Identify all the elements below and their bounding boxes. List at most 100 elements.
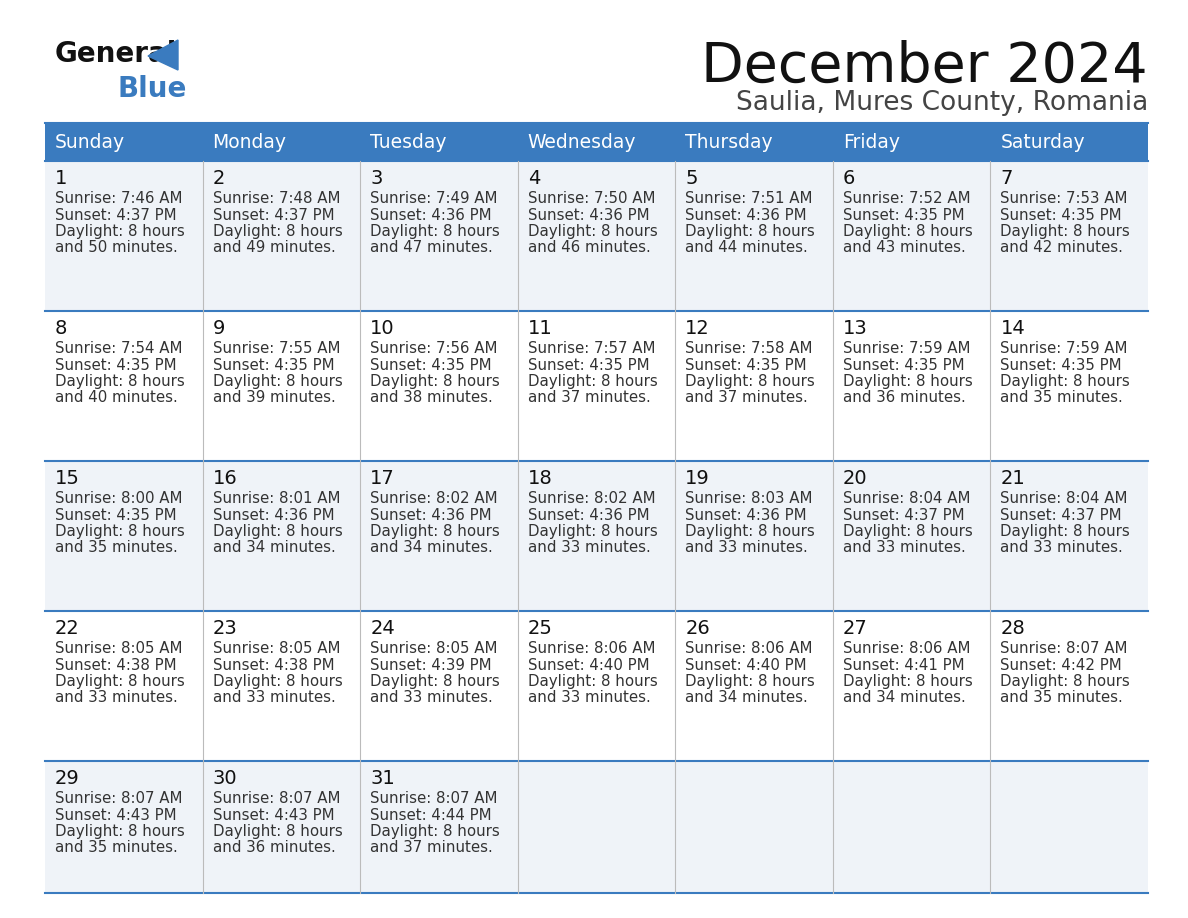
- Text: Sunrise: 8:02 AM: Sunrise: 8:02 AM: [527, 491, 656, 506]
- Text: Tuesday: Tuesday: [371, 132, 447, 151]
- Text: and 35 minutes.: and 35 minutes.: [55, 841, 178, 856]
- Text: Sunrise: 8:07 AM: Sunrise: 8:07 AM: [213, 791, 340, 806]
- Text: Sunrise: 8:05 AM: Sunrise: 8:05 AM: [55, 641, 183, 656]
- Text: Daylight: 8 hours: Daylight: 8 hours: [55, 224, 185, 239]
- Bar: [518, 311, 675, 461]
- Text: Daylight: 8 hours: Daylight: 8 hours: [527, 374, 657, 389]
- Bar: [45, 611, 203, 761]
- Bar: [360, 311, 518, 461]
- Bar: [518, 123, 675, 161]
- Text: Sunrise: 7:54 AM: Sunrise: 7:54 AM: [55, 341, 183, 356]
- Text: Saulia, Mures County, Romania: Saulia, Mures County, Romania: [735, 90, 1148, 116]
- Text: Sunset: 4:35 PM: Sunset: 4:35 PM: [1000, 207, 1121, 222]
- Polygon shape: [148, 40, 178, 70]
- Text: 20: 20: [842, 469, 867, 488]
- Text: 5: 5: [685, 169, 697, 188]
- Text: and 37 minutes.: and 37 minutes.: [371, 841, 493, 856]
- Text: and 34 minutes.: and 34 minutes.: [213, 541, 335, 555]
- Text: Sunrise: 8:06 AM: Sunrise: 8:06 AM: [685, 641, 813, 656]
- Text: 3: 3: [371, 169, 383, 188]
- Text: Sunset: 4:35 PM: Sunset: 4:35 PM: [685, 357, 807, 373]
- Bar: [833, 461, 991, 611]
- Bar: [991, 461, 1148, 611]
- Text: Saturday: Saturday: [1000, 132, 1085, 151]
- Text: Sunrise: 7:51 AM: Sunrise: 7:51 AM: [685, 191, 813, 206]
- Bar: [833, 761, 991, 893]
- Bar: [991, 761, 1148, 893]
- Text: 1: 1: [55, 169, 68, 188]
- Text: Sunset: 4:39 PM: Sunset: 4:39 PM: [371, 657, 492, 673]
- Text: 31: 31: [371, 769, 394, 788]
- Text: 25: 25: [527, 619, 552, 638]
- Bar: [991, 161, 1148, 311]
- Text: and 33 minutes.: and 33 minutes.: [527, 541, 651, 555]
- Text: Daylight: 8 hours: Daylight: 8 hours: [842, 374, 973, 389]
- Bar: [675, 161, 833, 311]
- Text: Wednesday: Wednesday: [527, 132, 637, 151]
- Text: and 35 minutes.: and 35 minutes.: [1000, 690, 1123, 706]
- Text: Sunset: 4:35 PM: Sunset: 4:35 PM: [842, 357, 965, 373]
- Text: Sunset: 4:35 PM: Sunset: 4:35 PM: [371, 357, 492, 373]
- Bar: [203, 761, 360, 893]
- Text: and 36 minutes.: and 36 minutes.: [842, 390, 966, 406]
- Text: Daylight: 8 hours: Daylight: 8 hours: [842, 674, 973, 689]
- Text: Sunset: 4:38 PM: Sunset: 4:38 PM: [55, 657, 177, 673]
- Text: Daylight: 8 hours: Daylight: 8 hours: [685, 524, 815, 539]
- Text: 6: 6: [842, 169, 855, 188]
- Text: Daylight: 8 hours: Daylight: 8 hours: [371, 674, 500, 689]
- Text: Daylight: 8 hours: Daylight: 8 hours: [371, 524, 500, 539]
- Text: General: General: [55, 40, 177, 68]
- Text: Sunset: 4:36 PM: Sunset: 4:36 PM: [527, 508, 650, 522]
- Bar: [675, 761, 833, 893]
- Text: and 33 minutes.: and 33 minutes.: [842, 541, 966, 555]
- Text: 8: 8: [55, 319, 68, 338]
- Text: Sunset: 4:41 PM: Sunset: 4:41 PM: [842, 657, 965, 673]
- Bar: [991, 311, 1148, 461]
- Text: Daylight: 8 hours: Daylight: 8 hours: [55, 824, 185, 839]
- Text: Daylight: 8 hours: Daylight: 8 hours: [1000, 524, 1130, 539]
- Text: Daylight: 8 hours: Daylight: 8 hours: [527, 224, 657, 239]
- Text: Sunset: 4:35 PM: Sunset: 4:35 PM: [213, 357, 334, 373]
- Text: and 34 minutes.: and 34 minutes.: [685, 690, 808, 706]
- Bar: [45, 761, 203, 893]
- Text: and 35 minutes.: and 35 minutes.: [55, 541, 178, 555]
- Text: 22: 22: [55, 619, 80, 638]
- Text: Sunset: 4:43 PM: Sunset: 4:43 PM: [213, 808, 334, 823]
- Bar: [203, 123, 360, 161]
- Text: and 39 minutes.: and 39 minutes.: [213, 390, 335, 406]
- Text: 7: 7: [1000, 169, 1013, 188]
- Text: Sunset: 4:37 PM: Sunset: 4:37 PM: [55, 207, 177, 222]
- Text: Sunset: 4:35 PM: Sunset: 4:35 PM: [527, 357, 650, 373]
- Text: Sunrise: 8:02 AM: Sunrise: 8:02 AM: [371, 491, 498, 506]
- Text: Sunrise: 7:57 AM: Sunrise: 7:57 AM: [527, 341, 656, 356]
- Text: 9: 9: [213, 319, 225, 338]
- Text: Sunrise: 7:48 AM: Sunrise: 7:48 AM: [213, 191, 340, 206]
- Text: Daylight: 8 hours: Daylight: 8 hours: [527, 524, 657, 539]
- Text: 21: 21: [1000, 469, 1025, 488]
- Text: Sunrise: 7:53 AM: Sunrise: 7:53 AM: [1000, 191, 1127, 206]
- Bar: [675, 123, 833, 161]
- Text: 10: 10: [371, 319, 394, 338]
- Text: and 43 minutes.: and 43 minutes.: [842, 241, 966, 255]
- Bar: [833, 311, 991, 461]
- Text: Sunset: 4:40 PM: Sunset: 4:40 PM: [527, 657, 650, 673]
- Bar: [45, 123, 203, 161]
- Text: Sunset: 4:37 PM: Sunset: 4:37 PM: [1000, 508, 1121, 522]
- Text: Sunrise: 8:04 AM: Sunrise: 8:04 AM: [842, 491, 971, 506]
- Text: Daylight: 8 hours: Daylight: 8 hours: [842, 224, 973, 239]
- Text: and 35 minutes.: and 35 minutes.: [1000, 390, 1123, 406]
- Bar: [360, 761, 518, 893]
- Text: Daylight: 8 hours: Daylight: 8 hours: [213, 524, 342, 539]
- Text: Daylight: 8 hours: Daylight: 8 hours: [371, 824, 500, 839]
- Text: Sunrise: 7:50 AM: Sunrise: 7:50 AM: [527, 191, 656, 206]
- Text: and 37 minutes.: and 37 minutes.: [685, 390, 808, 406]
- Bar: [45, 161, 203, 311]
- Text: Sunset: 4:35 PM: Sunset: 4:35 PM: [55, 508, 177, 522]
- Text: Sunrise: 8:03 AM: Sunrise: 8:03 AM: [685, 491, 813, 506]
- Text: Sunset: 4:40 PM: Sunset: 4:40 PM: [685, 657, 807, 673]
- Text: Sunset: 4:43 PM: Sunset: 4:43 PM: [55, 808, 177, 823]
- Text: Sunrise: 7:59 AM: Sunrise: 7:59 AM: [1000, 341, 1127, 356]
- Text: and 49 minutes.: and 49 minutes.: [213, 241, 335, 255]
- Text: and 33 minutes.: and 33 minutes.: [1000, 541, 1123, 555]
- Text: Sunset: 4:36 PM: Sunset: 4:36 PM: [685, 207, 807, 222]
